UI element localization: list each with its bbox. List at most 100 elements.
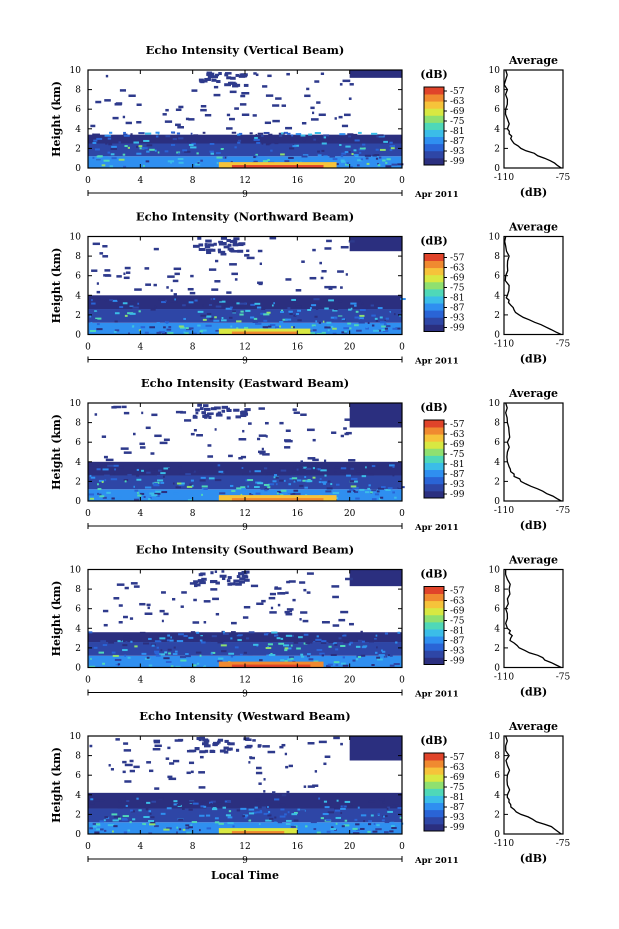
- echo-cell: [124, 157, 128, 160]
- echo-cell: [389, 464, 395, 467]
- echo-cell: [359, 309, 366, 312]
- echo-cell: [397, 631, 401, 634]
- echo-cell: [200, 572, 206, 576]
- echo-cell: [117, 663, 121, 666]
- echo-cell: [289, 609, 293, 613]
- colorbar-tick-label: -75: [450, 617, 465, 627]
- heatmap: [88, 236, 406, 335]
- echo-cell: [308, 658, 314, 661]
- echo-cell: [110, 153, 115, 156]
- echo-cell: [221, 405, 229, 409]
- echo-cell: [360, 158, 364, 161]
- echo-cell: [313, 660, 319, 663]
- echo-cell: [368, 640, 374, 643]
- echo-cell: [333, 317, 338, 320]
- echo-cell: [161, 332, 166, 335]
- echo-cell: [329, 656, 335, 659]
- echo-cell: [139, 446, 146, 449]
- echo-cell: [283, 479, 286, 482]
- x-tick-label: 4: [137, 343, 143, 353]
- echo-cell: [370, 304, 374, 307]
- echo-cell: [165, 299, 167, 302]
- y-tick-label: 6: [75, 438, 81, 448]
- echo-cell: [329, 285, 337, 289]
- colorbar-swatch: [424, 621, 444, 630]
- echo-cell: [113, 815, 120, 818]
- echo-cell: [263, 790, 266, 793]
- echo-cell: [291, 813, 298, 816]
- echo-cell: [320, 641, 327, 644]
- echo-cell: [252, 114, 257, 117]
- echo-cell: [332, 624, 340, 627]
- colorbar-swatch: [424, 115, 444, 123]
- echo-cell: [239, 580, 246, 584]
- echo-cell: [352, 832, 360, 835]
- colorbar-tick-label: -93: [450, 314, 465, 324]
- echo-cell: [288, 156, 294, 159]
- echo-cell: [357, 639, 363, 642]
- echo-cell: [236, 809, 241, 812]
- echo-cell: [218, 138, 222, 141]
- echo-cell: [185, 824, 190, 827]
- echo-cell: [123, 276, 130, 280]
- echo-cell: [241, 73, 248, 77]
- colorbar-swatch: [424, 420, 444, 428]
- colorbar-frame: [423, 752, 445, 832]
- echo-cell: [333, 807, 341, 810]
- x-tick-label: 8: [190, 343, 196, 353]
- echo-cell: [392, 465, 395, 468]
- echo-cell: [134, 288, 142, 291]
- echo-cell: [333, 308, 339, 311]
- echo-cell: [199, 407, 204, 411]
- echo-cell: [317, 150, 320, 153]
- echo-cell: [366, 162, 370, 165]
- echo-cell: [346, 474, 351, 477]
- echo-cell: [102, 609, 109, 613]
- echo-cell: [194, 163, 201, 166]
- echo-cell: [354, 324, 359, 327]
- echo-cell: [119, 306, 124, 309]
- y-tick-label: 4: [75, 791, 81, 801]
- echo-cell: [113, 464, 119, 467]
- colorbar-tick-label: -57: [450, 753, 465, 763]
- echo-cell: [189, 483, 193, 486]
- echo-cell: [204, 414, 210, 418]
- echo-cell: [256, 306, 262, 309]
- echo-cell: [250, 584, 259, 588]
- echo-cell: [340, 662, 346, 665]
- x-axis-label: Local Time: [211, 869, 279, 882]
- echo-cell: [150, 821, 154, 824]
- echo-cell: [100, 828, 104, 831]
- average-y-tick-label: 4: [494, 458, 500, 468]
- echo-cell: [219, 749, 226, 753]
- echo-cell: [133, 498, 139, 501]
- echo-cell: [105, 142, 108, 145]
- echo-cell: [129, 304, 134, 307]
- echo-cell: [300, 134, 306, 137]
- echo-cell: [303, 588, 307, 592]
- echo-cell: [187, 287, 194, 291]
- echo-cell: [167, 775, 173, 779]
- echo-cell: [127, 829, 131, 832]
- echo-cell: [265, 475, 268, 478]
- x-tick-label: 8: [190, 509, 196, 519]
- echo-cell: [323, 134, 330, 137]
- echo-cell: [356, 299, 361, 302]
- average-x-tick-label: -75: [556, 673, 571, 683]
- echo-cell: [249, 470, 251, 473]
- echo-cell: [149, 326, 155, 329]
- echo-cell: [268, 654, 276, 657]
- echo-cell: [302, 619, 309, 623]
- echo-cell: [384, 312, 391, 315]
- echo-cell: [156, 474, 164, 477]
- echo-cell: [330, 828, 337, 831]
- echo-cell: [357, 806, 360, 809]
- echo-cell: [340, 434, 344, 438]
- average-y-tick-label: 2: [494, 810, 500, 820]
- echo-cell: [154, 434, 162, 438]
- echo-cell: [199, 654, 202, 657]
- echo-cell: [161, 591, 166, 594]
- echo-cell: [160, 472, 166, 475]
- echo-cell: [153, 821, 156, 824]
- echo-cell: [377, 134, 384, 137]
